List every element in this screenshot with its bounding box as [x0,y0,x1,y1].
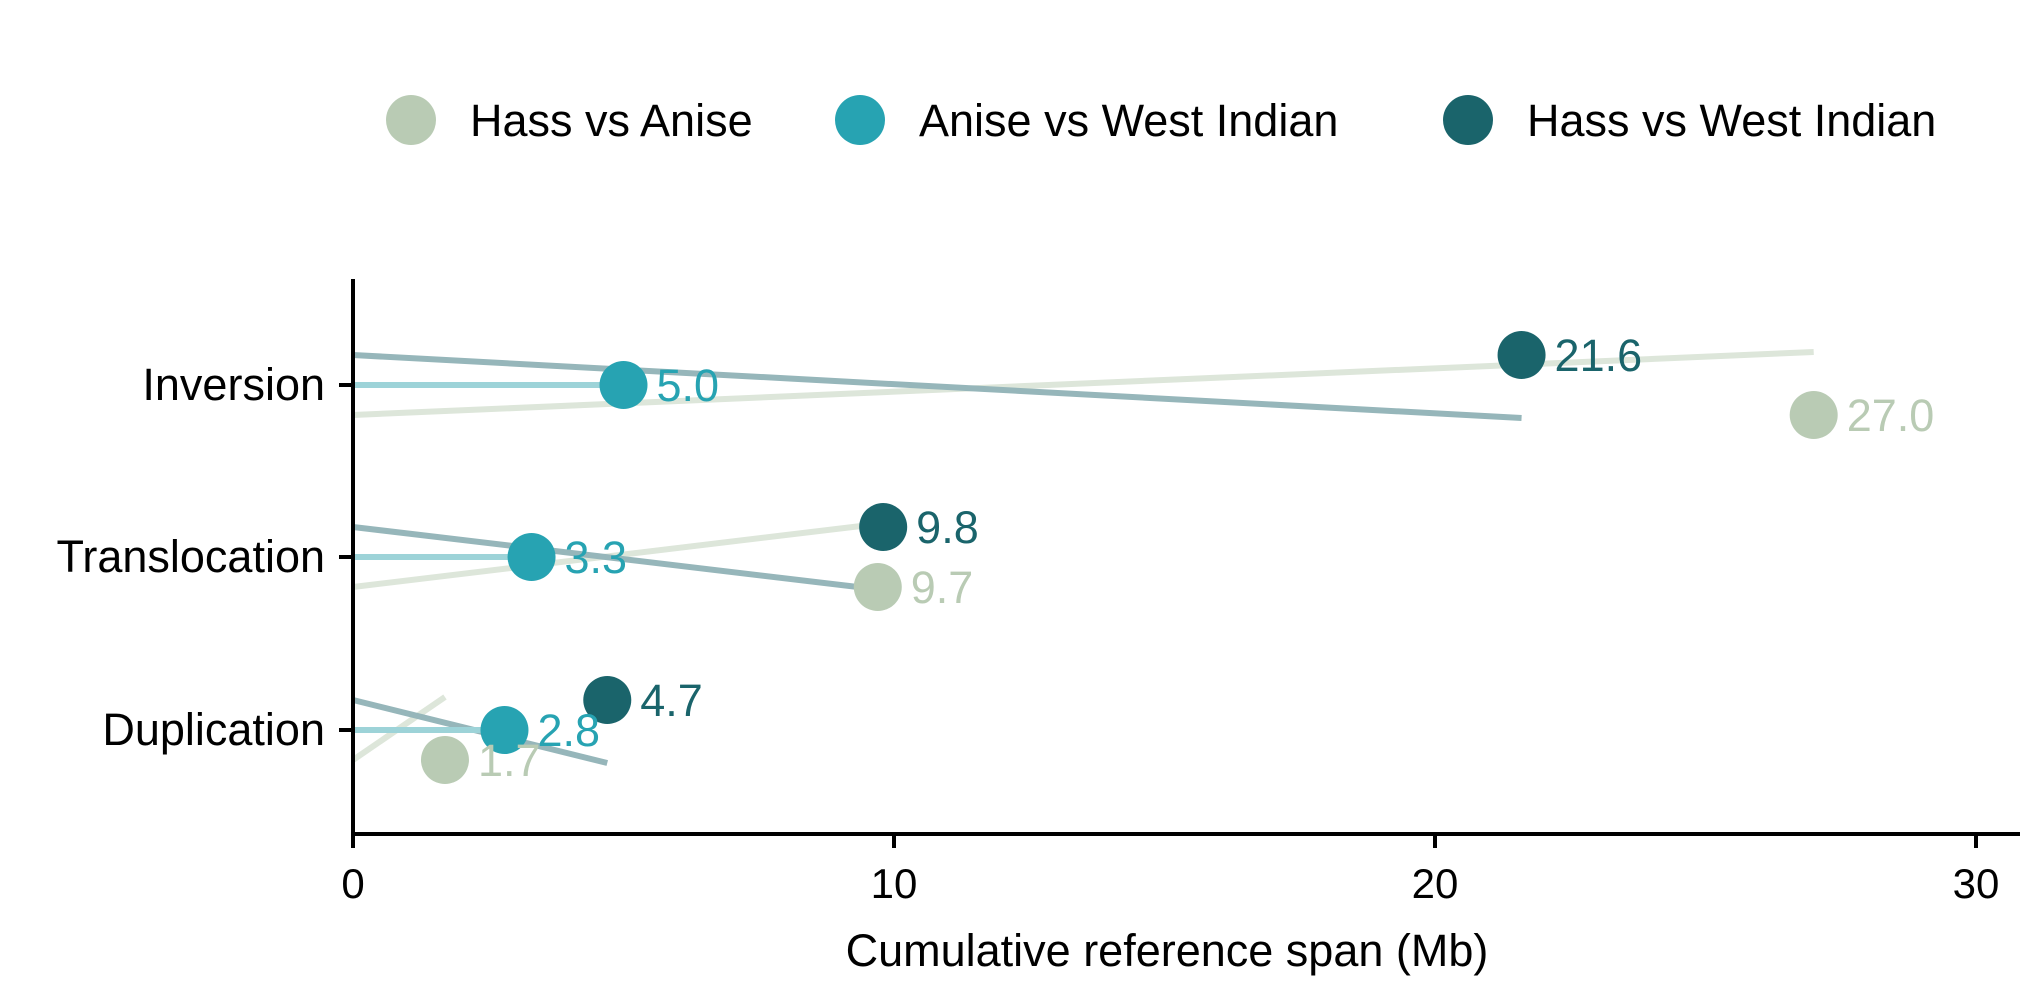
x-tick-label: 0 [341,860,364,907]
point-hass-vs-west-indian [583,676,632,724]
x-axis-title: Cumulative reference span (Mb) [846,925,1489,976]
data-label: 21.6 [1555,330,1643,381]
category-label: Duplication [102,704,325,755]
point-anise-vs-west-indian [480,706,529,754]
point-hass-vs-west-indian [1497,331,1546,379]
data-label: 1.7 [478,735,541,786]
data-points [420,331,1838,784]
x-tick-label: 10 [871,860,918,907]
data-label: 4.7 [640,675,703,726]
legend-label: Hass vs West Indian [1527,95,1936,146]
point-hass-vs-anise [420,736,469,784]
stem-hass-vs-anise [352,349,1814,418]
x-tick-label: 20 [1412,860,1459,907]
legend-label: Hass vs Anise [470,95,753,146]
stem-hass-vs-west-indian [352,352,1522,421]
category-label: Translocation [57,531,325,582]
legend-swatch [386,95,436,145]
data-label: 27.0 [1847,390,1935,441]
category-label: Inversion [142,359,325,410]
point-anise-vs-west-indian [507,533,556,581]
legend-swatch [1443,95,1493,145]
point-anise-vs-west-indian [599,361,648,409]
legend-label: Anise vs West Indian [919,95,1338,146]
data-label: 3.3 [565,532,628,583]
point-hass-vs-anise [853,563,902,611]
data-label: 2.8 [537,705,600,756]
point-hass-vs-anise [1789,391,1838,439]
point-hass-vs-west-indian [859,503,908,551]
legend-item: Hass vs Anise [386,95,753,146]
axes: 0 10 20 30 Inversion Translocation Duplication [57,279,2020,907]
data-labels: 27.0 21.6 5.0 9.7 9.8 3.3 1.7 4.7 2.8 [478,330,1934,786]
data-label: 9.8 [916,502,979,553]
x-tick-label: 30 [1953,860,2000,907]
stem-hass-vs-west-indian [352,524,884,593]
legend-swatch [835,95,885,145]
data-label: 5.0 [657,360,720,411]
stem-lines [351,349,1814,766]
data-label: 9.7 [911,562,974,613]
legend: Hass vs Anise Anise vs West Indian Hass vs… [386,95,1936,146]
legend-item: Anise vs West Indian [835,95,1338,146]
legend-item: Hass vs West Indian [1443,95,1936,146]
